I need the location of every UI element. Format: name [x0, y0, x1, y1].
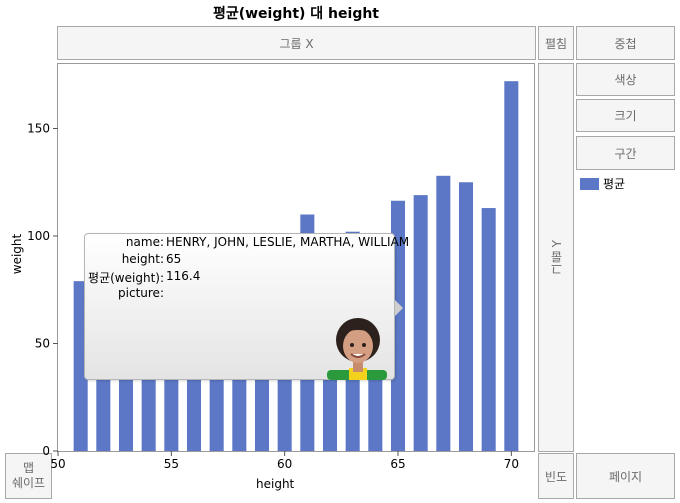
- y-tick-label: 100: [27, 229, 50, 243]
- x-tick-label: 55: [164, 457, 179, 471]
- tooltip-key: height:: [121, 252, 164, 266]
- legend[interactable]: 평균: [580, 175, 625, 192]
- tooltip-key: picture:: [118, 286, 164, 300]
- map-shape-label: 맵 쉐이프: [11, 461, 46, 490]
- y-tick-label: 150: [27, 122, 50, 136]
- tooltip-value: HENRY, JOHN, LESLIE, MARTHA, WILLIAM: [166, 235, 410, 249]
- tooltip-row-name: name: HENRY, JOHN, LESLIE, MARTHA, WILLI…: [85, 235, 409, 251]
- color-zone[interactable]: 색상: [576, 63, 675, 96]
- group-y-label: 그룹 Y: [549, 239, 564, 276]
- wrap-zone[interactable]: 펼침: [538, 26, 574, 60]
- hover-tooltip: name: HENRY, JOHN, LESLIE, MARTHA, WILLI…: [84, 233, 409, 380]
- freq-zone[interactable]: 빈도: [538, 453, 574, 499]
- x-tick-label: 60: [277, 457, 292, 471]
- tooltip-key: 평균(weight):: [88, 271, 164, 285]
- y-axis-title: weight: [10, 233, 25, 275]
- tooltip-value: 65: [166, 252, 182, 266]
- x-tick-label: 70: [504, 457, 519, 471]
- group-x-label: 그룹 X: [279, 36, 314, 51]
- color-label: 색상: [614, 73, 637, 87]
- page-zone[interactable]: 페이지: [576, 453, 675, 499]
- tooltip-row-weight: 평균(weight): 116.4: [85, 269, 200, 285]
- size-label: 크기: [614, 109, 637, 123]
- tooltip-value: [164, 286, 166, 302]
- overlay-zone[interactable]: 중첩: [576, 26, 675, 60]
- interval-label: 구간: [614, 146, 637, 161]
- interval-zone[interactable]: 구간: [576, 136, 675, 170]
- tooltip-row-picture: picture:: [85, 286, 166, 302]
- group-y-zone[interactable]: 그룹 Y: [538, 63, 574, 452]
- wrap-label: 펼침: [544, 36, 568, 51]
- x-tick-label: 50: [50, 457, 65, 471]
- person-avatar-icon: [327, 318, 387, 380]
- y-tick-label: 50: [35, 337, 50, 351]
- legend-label: 평균: [603, 177, 626, 191]
- freq-label: 빈도: [544, 469, 568, 484]
- size-zone[interactable]: 크기: [576, 99, 675, 132]
- tooltip-key: name:: [125, 235, 164, 249]
- tooltip-row-height: height: 65: [85, 252, 182, 268]
- legend-swatch: [580, 177, 599, 190]
- tooltip-value: 116.4: [166, 269, 201, 283]
- group-x-zone[interactable]: 그룹 X: [57, 26, 536, 60]
- page-label: 페이지: [608, 469, 643, 484]
- x-tick-label: 65: [390, 457, 405, 471]
- map-shape-zone[interactable]: 맵 쉐이프: [5, 453, 52, 499]
- chart-title: 평균(weight) 대 height: [212, 6, 380, 22]
- tooltip-pointer: [395, 300, 403, 316]
- overlay-label: 중첩: [614, 36, 637, 51]
- x-axis-title: height: [256, 477, 295, 491]
